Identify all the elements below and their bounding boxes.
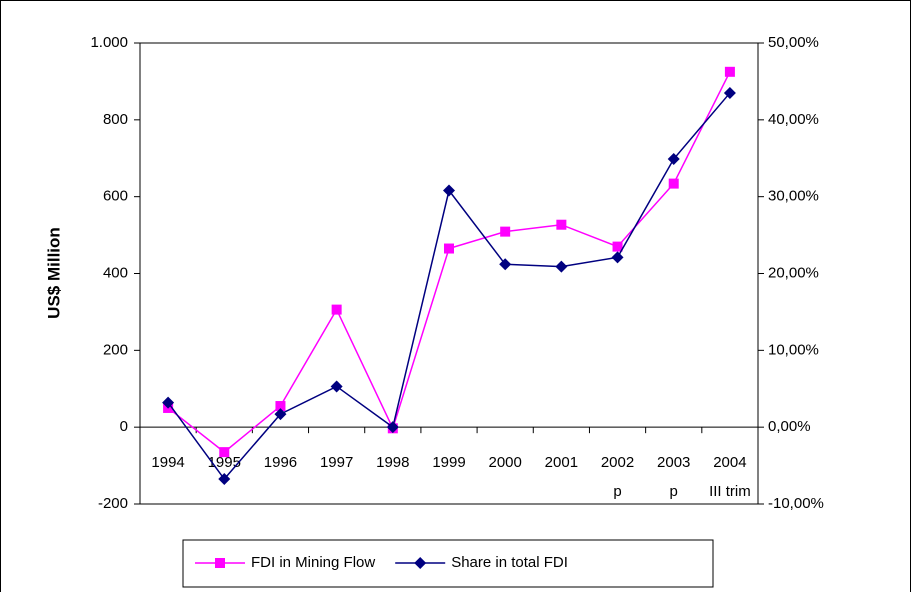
x-tick-label-line: 2004 <box>713 454 746 471</box>
y-tick-label: 800 <box>103 111 128 128</box>
x-tick-label-line: III trim <box>709 483 751 500</box>
x-tick-label: 1997 <box>320 454 353 471</box>
marker <box>667 153 680 166</box>
x-tick-label-line: 1999 <box>432 454 465 471</box>
x-tick-label-line: 2003 <box>657 454 690 471</box>
y-tick-label: 400 <box>103 264 128 281</box>
legend-box <box>182 539 714 588</box>
y2-tick-label: 0,00% <box>768 418 811 435</box>
y-axis-label: US$ Million <box>44 227 63 319</box>
marker <box>414 557 427 569</box>
x-tick-label-line: 2000 <box>488 454 521 471</box>
marker <box>331 304 342 315</box>
marker <box>612 241 623 252</box>
y-tick-label: 600 <box>103 188 128 205</box>
x-tick-label-line: 2002 <box>601 454 634 471</box>
x-tick-label-line: 2001 <box>545 454 578 471</box>
marker <box>724 66 735 77</box>
marker <box>499 258 512 271</box>
x-tick-label: 2001 <box>545 454 578 471</box>
y2-tick-label: 50,00% <box>768 34 819 51</box>
x-tick-label-line: 1997 <box>320 454 353 471</box>
marker <box>219 447 230 458</box>
x-tick-label-line: 1998 <box>376 454 409 471</box>
marker <box>723 86 736 99</box>
x-tick-label: 1996 <box>264 454 297 471</box>
x-tick-label-line: 1996 <box>264 454 297 471</box>
x-tick-label: 2000 <box>488 454 521 471</box>
y2-tick-label: 10,00% <box>768 341 819 358</box>
y-tick-label: 1.000 <box>90 34 128 51</box>
x-tick-label: 1999 <box>432 454 465 471</box>
x-tick-label: 2002 p <box>601 454 634 500</box>
y-tick-label: -200 <box>98 495 128 512</box>
x-tick-label: 2003 p <box>657 454 690 500</box>
x-tick-label: 2004 III trim <box>709 454 751 500</box>
marker <box>386 421 399 434</box>
marker <box>500 226 511 237</box>
y-tick-label: 0 <box>120 418 128 435</box>
y2-tick-label: -10,00% <box>768 495 824 512</box>
marker <box>275 401 286 412</box>
x-tick-label-line: 1994 <box>151 454 184 471</box>
marker <box>330 380 343 393</box>
marker <box>444 243 454 254</box>
marker <box>556 219 567 230</box>
marker <box>274 408 287 421</box>
marker <box>162 396 175 409</box>
marker <box>443 184 455 197</box>
marker <box>611 251 624 264</box>
marker <box>218 473 231 486</box>
y-tick-label: 200 <box>103 341 128 358</box>
x-tick-label-line: p <box>670 483 678 500</box>
marker <box>215 558 225 568</box>
x-tick-label: 1994 <box>151 454 184 471</box>
x-tick-label: 1998 <box>376 454 409 471</box>
y2-tick-label: 30,00% <box>768 188 819 205</box>
legend-label: Share in total FDI <box>451 554 568 571</box>
marker <box>668 178 679 189</box>
legend-label: FDI in Mining Flow <box>251 554 375 571</box>
y2-tick-label: 40,00% <box>768 111 819 128</box>
y2-tick-label: 20,00% <box>768 264 819 281</box>
x-tick-label-line: p <box>613 483 621 500</box>
marker <box>555 260 568 273</box>
